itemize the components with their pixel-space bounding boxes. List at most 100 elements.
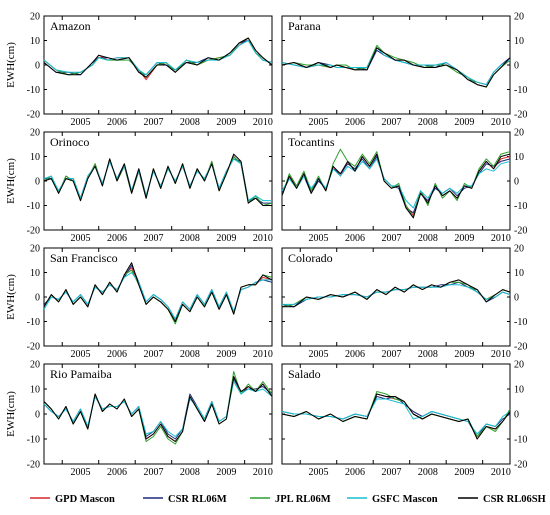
y-tick-label: 20 <box>30 244 40 255</box>
y-tick-label: -20 <box>514 342 527 353</box>
panel-rio-pamaiba: -20 -10 0 10 20 2005 2006 2007 2008 2009 2010 Rio P… <box>5 360 273 479</box>
legend-item: CSR RL06SH <box>458 494 546 505</box>
y-axis-label: EWH(cm) <box>5 42 17 88</box>
panel-salado: -20 -10 0 10 20 2005 2006 2007 2008 2009 2010 Salad… <box>281 360 527 478</box>
y-tick-label: 0 <box>35 61 40 72</box>
panel-title: Tocantins <box>288 135 335 149</box>
legend-label: GSFC Mascon <box>372 494 438 505</box>
x-tick-label: 2009 <box>216 117 236 128</box>
x-tick-label: 2008 <box>180 467 200 478</box>
y-tick-label: 20 <box>514 12 524 23</box>
x-tick-label: 2007 <box>143 467 163 478</box>
y-tick-label: -20 <box>27 110 40 121</box>
panel-title: Colorado <box>288 251 333 265</box>
panel-title: Parana <box>288 19 321 33</box>
x-tick-label: 2006 <box>107 117 127 128</box>
x-tick-label: 2008 <box>180 233 200 244</box>
panel-san-francisco: -20 -10 0 10 20 2005 2006 2007 2008 2009 2010 San F… <box>5 244 273 361</box>
panel-amazon: -20 -10 0 10 20 2005 2006 2007 2008 2009 2010 Amazo… <box>5 12 273 129</box>
x-tick-label: 2007 <box>381 233 401 244</box>
y-tick-label: 0 <box>35 410 40 421</box>
x-tick-label: 2009 <box>454 349 474 360</box>
y-axis-label: EWH(cm) <box>5 158 17 204</box>
y-tick-label: 20 <box>514 128 524 139</box>
y-tick-label: -10 <box>514 435 527 446</box>
y-tick-label: -20 <box>27 342 40 353</box>
legend: GPD Mascon CSR RL06M JPL RL06M GSFC Mascon C… <box>30 494 546 505</box>
y-axis-label: EWH(cm) <box>5 391 17 437</box>
series-line-csr-rl06sh <box>43 262 273 322</box>
y-tick-label: 20 <box>30 128 40 139</box>
y-tick-label: -20 <box>514 226 527 237</box>
x-tick-label: 2009 <box>216 467 236 478</box>
panel-title: San Francisco <box>50 251 118 265</box>
legend-label: CSR RL06M <box>168 494 227 505</box>
x-tick-label: 2010 <box>491 467 511 478</box>
y-tick-label: 0 <box>35 293 40 304</box>
y-tick-label: 20 <box>30 12 40 23</box>
x-tick-label: 2006 <box>107 233 127 244</box>
y-axis-label: EWH(cm) <box>5 274 17 320</box>
legend-item: CSR RL06M <box>143 494 227 505</box>
series-line-gsfc-mascon <box>281 47 511 86</box>
series-line-csr-rl06sh <box>281 393 511 440</box>
series-line-gsfc-mascon <box>43 40 273 76</box>
x-tick-label: 2006 <box>345 117 365 128</box>
y-tick-label: -10 <box>514 317 527 328</box>
series-line-csr-rl06sh <box>281 47 511 88</box>
x-tick-label: 2010 <box>491 349 511 360</box>
y-tick-label: -10 <box>27 435 40 446</box>
panel-tocantins: -20 -10 0 10 20 2005 2006 2007 2008 2009 2010 Tocan… <box>281 128 527 244</box>
x-tick-label: 2005 <box>308 117 328 128</box>
y-tick-label: -10 <box>514 85 527 96</box>
x-tick-label: 2005 <box>308 467 328 478</box>
y-tick-label: -20 <box>514 110 527 121</box>
series-line-csr-rl06sh <box>43 376 273 442</box>
y-tick-label: 0 <box>514 61 519 72</box>
y-tick-label: 10 <box>30 152 40 163</box>
y-tick-label: -20 <box>27 460 40 471</box>
plot-frame <box>281 363 511 465</box>
series-line-csr-rl06sh <box>43 37 273 78</box>
y-tick-label: 20 <box>30 360 40 371</box>
y-tick-label: -20 <box>27 226 40 237</box>
x-tick-label: 2007 <box>381 349 401 360</box>
legend-label: CSR RL06SH <box>483 494 546 505</box>
panel-orinoco: -20 -10 0 10 20 2005 2006 2007 2008 2009 2010 Orino… <box>5 128 273 245</box>
x-tick-label: 2010 <box>491 233 511 244</box>
legend-label: JPL RL06M <box>275 494 331 505</box>
x-tick-label: 2007 <box>143 349 163 360</box>
panel-title: Salado <box>288 367 321 381</box>
y-tick-label: 10 <box>514 268 524 279</box>
x-tick-label: 2006 <box>107 349 127 360</box>
panel-colorado: -20 -10 0 10 20 2005 2006 2007 2008 2009 2010 Color… <box>281 244 527 360</box>
x-tick-label: 2010 <box>253 233 273 244</box>
x-tick-label: 2008 <box>180 349 200 360</box>
series-line-csr-rl06sh <box>281 153 511 219</box>
legend-item: GPD Mascon <box>30 494 115 505</box>
x-tick-label: 2008 <box>180 117 200 128</box>
x-tick-label: 2005 <box>70 349 90 360</box>
x-tick-label: 2008 <box>418 349 438 360</box>
y-tick-label: 10 <box>30 385 40 396</box>
y-tick-label: 0 <box>514 410 519 421</box>
x-tick-label: 2005 <box>70 117 90 128</box>
panel-title: Orinoco <box>50 135 89 149</box>
x-tick-label: 2006 <box>345 233 365 244</box>
x-tick-label: 2008 <box>418 117 438 128</box>
x-tick-label: 2008 <box>418 467 438 478</box>
y-tick-label: 20 <box>514 244 524 255</box>
series-line-csr-rl06sh <box>282 279 511 308</box>
series-line-gsfc-mascon <box>43 272 272 320</box>
y-tick-label: 0 <box>514 293 519 304</box>
x-tick-label: 2010 <box>491 117 511 128</box>
y-tick-label: 10 <box>30 36 40 47</box>
y-tick-label: 0 <box>514 177 519 188</box>
y-tick-label: 10 <box>514 385 524 396</box>
y-tick-label: 10 <box>514 36 524 47</box>
x-tick-label: 2009 <box>216 233 236 244</box>
x-tick-label: 2010 <box>253 117 273 128</box>
y-tick-label: 10 <box>30 268 40 279</box>
